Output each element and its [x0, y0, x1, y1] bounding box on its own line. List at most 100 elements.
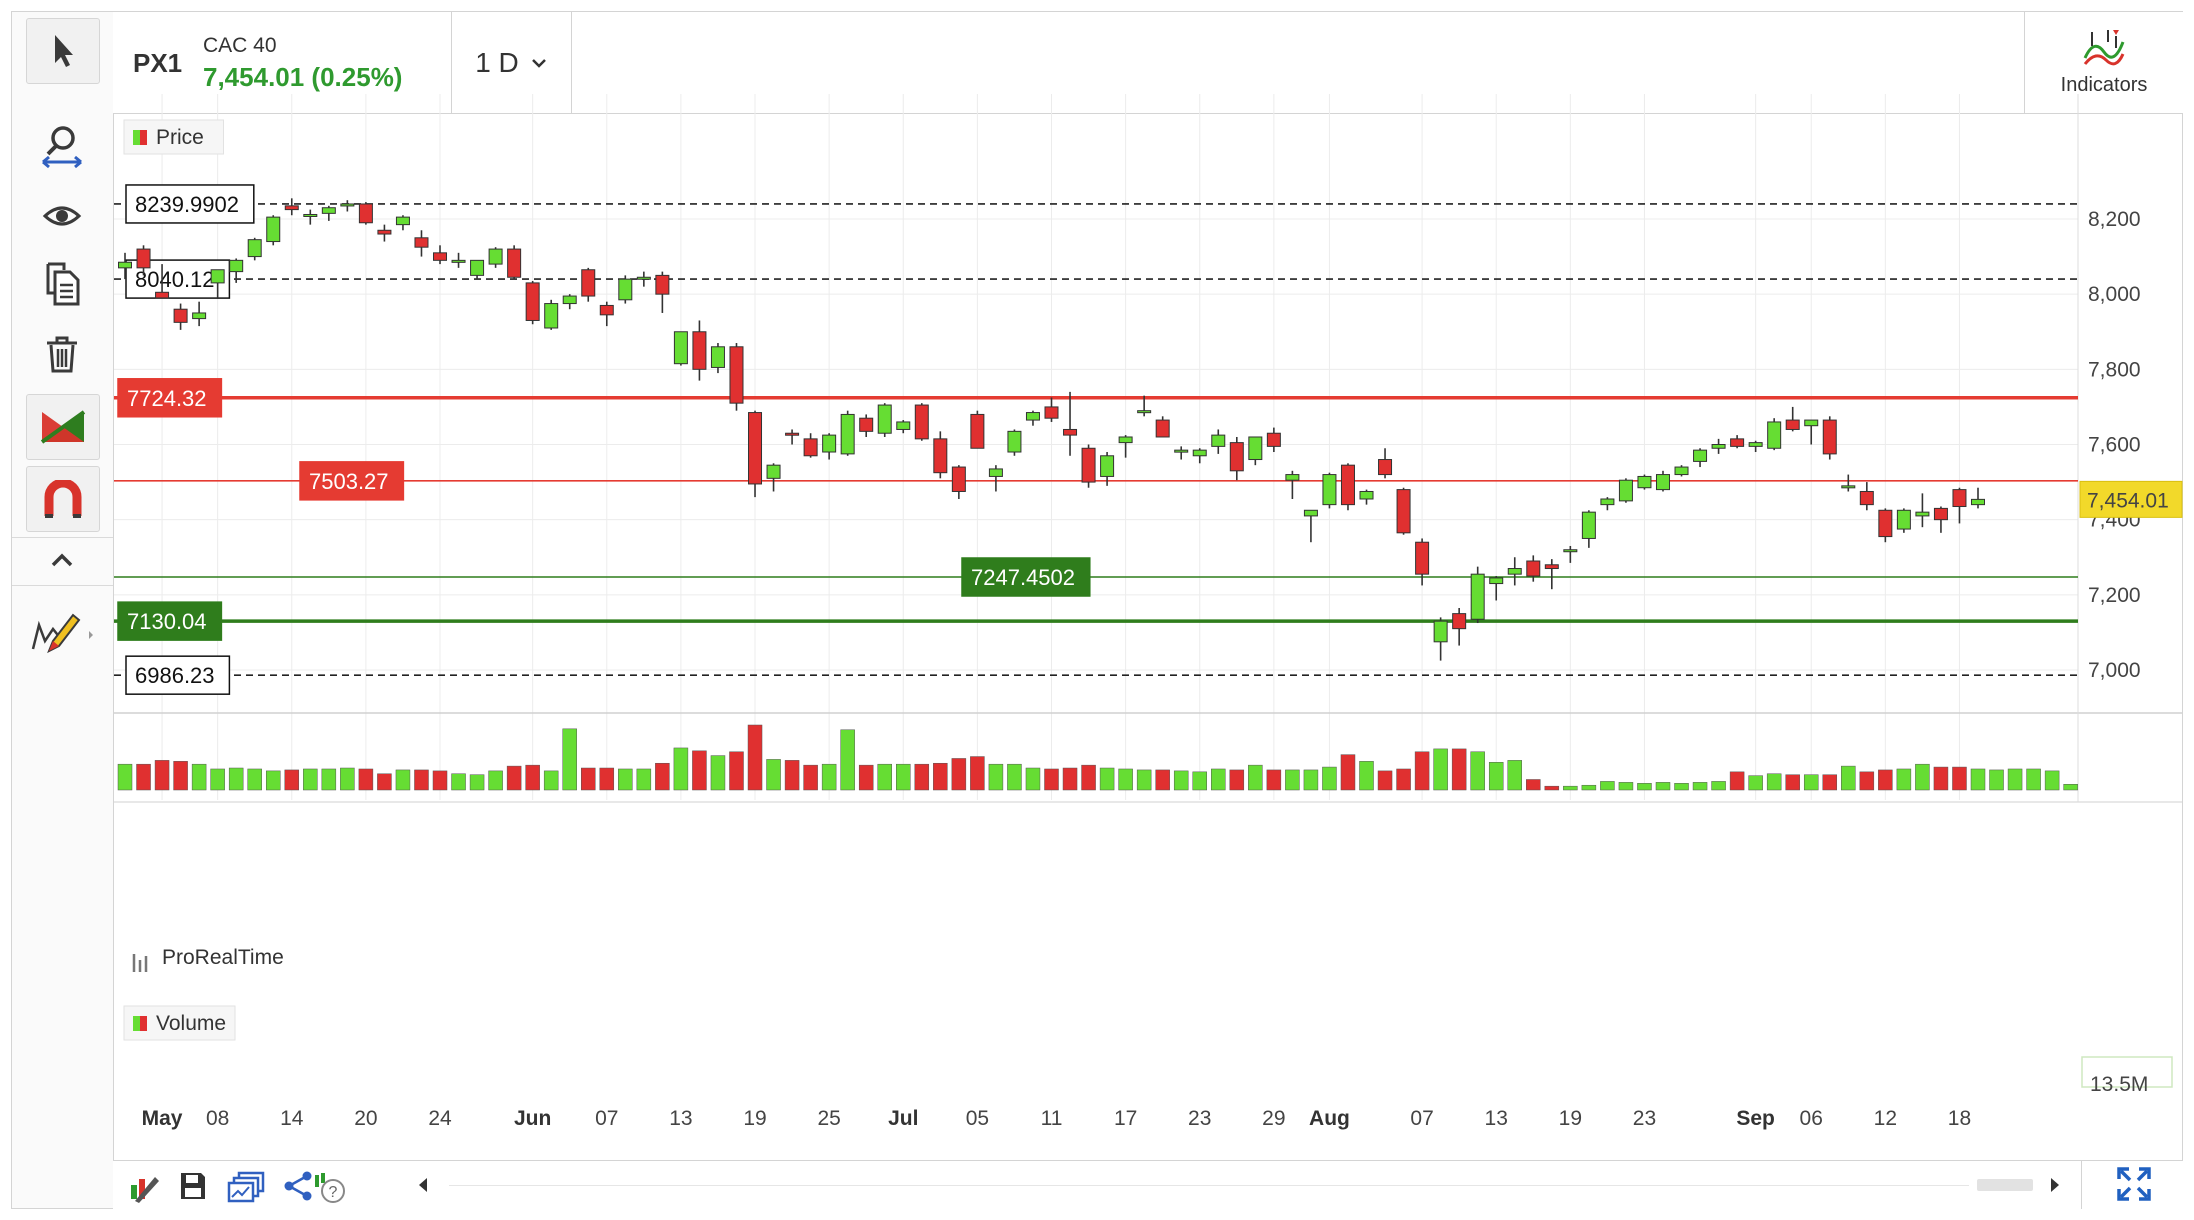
volume-bar: [710, 755, 726, 791]
volume-bar: [2063, 784, 2078, 791]
date-tick-label: Aug: [1309, 1107, 1350, 1130]
candle-body: [488, 248, 503, 265]
volume-bar: [840, 729, 855, 791]
candle-body: [173, 308, 188, 323]
candle-body: [1637, 475, 1652, 489]
volume-bar: [1322, 766, 1337, 791]
zoom-tool[interactable]: [26, 114, 98, 178]
instrument-panel[interactable]: PX1 CAC 40 7,454.01 (0.25%): [113, 12, 452, 113]
scroll-left-icon[interactable]: [417, 1177, 429, 1193]
candle-body: [118, 261, 132, 269]
volume-bar: [1878, 769, 1893, 791]
left-toolbar: [12, 12, 114, 1208]
date-tick-label: 24: [428, 1107, 452, 1130]
scroll-thumb[interactable]: [1977, 1179, 2033, 1191]
price-tick-label: 7,800: [2088, 358, 2141, 381]
date-tick-label: 08: [206, 1107, 229, 1130]
candle-body: [1655, 474, 1670, 491]
chart-canvas[interactable]: 8239.9902 8040.12 7724.32 7503.27 7247.4502 7…: [12, 12, 2184, 1160]
save-icon[interactable]: [179, 1171, 207, 1201]
date-tick-label: 12: [1874, 1107, 1897, 1130]
volume-bar: [506, 765, 522, 791]
trend-tool[interactable]: [26, 394, 100, 460]
last-price-label: 7,454.01: [2087, 489, 2169, 512]
copy-tool[interactable]: [26, 252, 98, 316]
volume-bar: [173, 761, 188, 791]
candle-body: [1822, 419, 1837, 455]
date-tick-label: 23: [1633, 1107, 1656, 1130]
watermark-icon: [132, 954, 148, 972]
svg-text:?: ?: [329, 1184, 338, 1201]
candle-body: [1841, 485, 1856, 489]
volume-bar: [1526, 779, 1541, 791]
indicators-button[interactable]: Indicators: [2024, 12, 2183, 113]
candle-body: [1044, 406, 1059, 419]
candle-body: [562, 295, 577, 305]
candle-body: [1396, 489, 1411, 534]
layouts-icon[interactable]: [227, 1171, 267, 1205]
edit-chart-icon[interactable]: [127, 1171, 163, 1203]
volume-bar: [1470, 751, 1485, 791]
level-label: 7724.32: [127, 386, 207, 411]
volume-bar: [1007, 763, 1022, 791]
collapse-tools-button[interactable]: [26, 540, 98, 580]
candle-body: [1340, 464, 1355, 506]
volume-bar: [543, 770, 559, 791]
candle-body: [1971, 498, 1985, 506]
cursor-tool[interactable]: [26, 18, 100, 84]
candle-body: [284, 205, 299, 211]
share-icon[interactable]: [283, 1171, 315, 1201]
help-icon[interactable]: ?: [313, 1171, 349, 1205]
volume-bar: [1729, 771, 1745, 791]
volume-bar: [1266, 769, 1282, 791]
candle-body: [1229, 442, 1244, 472]
level-label: 6986.23: [135, 663, 215, 688]
indicators-label: Indicators: [2060, 74, 2148, 96]
candle-body: [1600, 498, 1615, 506]
candle-body: [1767, 421, 1782, 449]
price-tick-label: 7,600: [2088, 434, 2141, 457]
date-tick-label: 23: [1188, 1107, 1211, 1130]
scroll-right-icon[interactable]: [2049, 1177, 2061, 1193]
volume-bar: [247, 768, 262, 791]
symbol-code: PX1: [133, 48, 183, 78]
volume-bar: [191, 763, 207, 791]
magnet-tool[interactable]: [26, 466, 100, 532]
price-levels[interactable]: 8239.9902 8040.12 7724.32 7503.27 7247.4502 7…: [114, 184, 2078, 695]
fullscreen-icon[interactable]: [2117, 1167, 2151, 1201]
candle-body: [229, 259, 244, 273]
volume-bar: [414, 769, 429, 791]
volume-bar: [469, 774, 485, 791]
candle-body: [636, 276, 651, 280]
volume-bar: [1044, 768, 1059, 791]
candles: [118, 198, 1985, 661]
last-price-marker: [2079, 480, 2183, 518]
volume-bar: [951, 758, 967, 791]
candle-body: [1452, 613, 1467, 630]
volume-bar: [1915, 763, 1930, 791]
date-tick-label: 14: [280, 1107, 304, 1130]
level-label-box: [125, 184, 255, 224]
volume-bar: [2007, 768, 2023, 791]
volume-bar: [2044, 770, 2060, 791]
period-selector[interactable]: 1 D: [451, 12, 572, 113]
candle-body: [692, 331, 707, 370]
date-tick-label: 17: [1114, 1107, 1137, 1130]
date-tick-label: Jul: [888, 1107, 918, 1130]
visibility-tool[interactable]: [26, 184, 98, 248]
volume-bar: [655, 762, 670, 791]
volume-bar: [1099, 767, 1115, 791]
volume-bar: [1396, 768, 1411, 791]
candle-body: [1248, 436, 1263, 461]
volume-bar: [1692, 782, 1708, 791]
volume-bar: [1211, 768, 1226, 791]
price-tick-label: 7,000: [2088, 659, 2141, 682]
volume-bar: [1229, 769, 1245, 791]
scroll-track[interactable]: [449, 1185, 1969, 1186]
candle-body: [192, 312, 207, 320]
candle-body: [470, 259, 485, 276]
drawing-tool[interactable]: [26, 600, 98, 664]
volume-bar: [154, 760, 170, 791]
volume-bar: [1803, 774, 1819, 791]
delete-tool[interactable]: [26, 322, 98, 386]
